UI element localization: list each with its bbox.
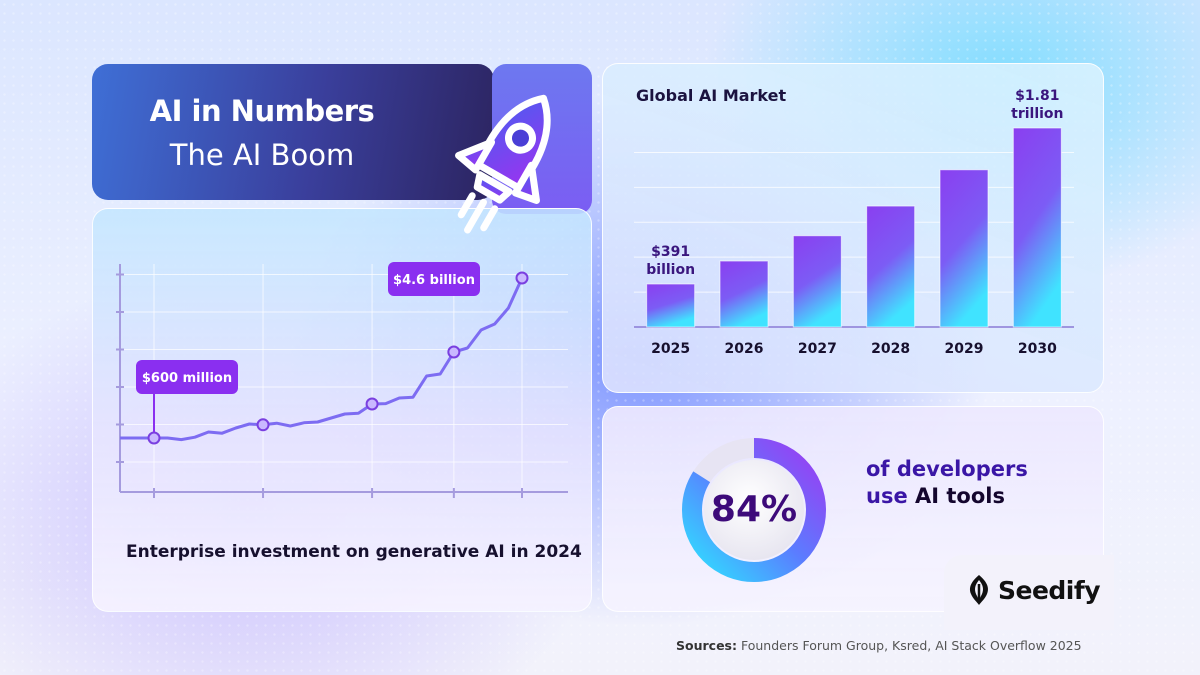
developers-text: of developers use AI tools — [866, 456, 1028, 510]
developers-line-2: use AI tools — [866, 483, 1028, 510]
investment-card — [92, 208, 592, 612]
line-data-label: $600 million — [142, 371, 232, 386]
bar-data-label: billion — [646, 262, 695, 278]
rocket-icon — [455, 94, 551, 234]
percent-ring-arc — [682, 438, 826, 582]
sources-text: Founders Forum Group, Ksred, AI Stack Ov… — [736, 638, 1082, 653]
sources-footnote: Sources: Founders Forum Group, Ksred, AI… — [676, 638, 1082, 653]
seedify-leaf-icon — [969, 575, 989, 605]
bar-data-label: trillion — [1011, 106, 1063, 122]
developers-line-1: of developers — [866, 457, 1028, 481]
caption-text-2: in — [504, 542, 535, 562]
market-bar-chart: 2025 2026 2027 2028 2029 2030 $391 billion $1.81… — [634, 88, 1074, 357]
line-point — [365, 397, 379, 411]
bar-2030 — [1012, 127, 1062, 328]
bar-2027 — [792, 235, 842, 328]
percent-value: 84% — [710, 489, 798, 530]
bar-tick-label: 2030 — [1018, 341, 1057, 357]
bar-data-label: $391 — [651, 244, 690, 260]
percent-ring-graphic — [682, 438, 826, 582]
brand-logo: Seedify — [966, 574, 1101, 606]
bar-2025 — [646, 283, 696, 328]
brand-name: Seedify — [998, 575, 1101, 605]
line-point — [256, 418, 270, 432]
sources-label: Sources: — [676, 638, 737, 653]
caption-ai: AI — [485, 542, 505, 562]
bar-tick-label: 2025 — [651, 341, 690, 357]
caption-text-1: Enterprise investment on generative — [126, 542, 486, 562]
investment-caption: Enterprise investment on generative AI i… — [126, 542, 582, 562]
investment-line — [120, 277, 524, 442]
line-point — [515, 271, 529, 285]
line-point — [447, 345, 461, 359]
bar-tick-label: 2027 — [798, 341, 837, 357]
page-title: AI in Numbers — [149, 94, 375, 128]
bar-2026 — [719, 260, 769, 328]
line-data-label: $4.6 billion — [393, 273, 475, 288]
line-data-label-box — [388, 262, 480, 296]
bar-2028 — [866, 205, 916, 328]
bar-tick-label: 2028 — [871, 341, 910, 357]
bar-tick-label: 2026 — [725, 341, 764, 357]
caption-year: 2024 — [534, 542, 582, 562]
bar-data-label: $1.81 — [1015, 88, 1059, 104]
developers-line-2-prefix: use — [866, 484, 916, 508]
title-card: AI in Numbers The AI Boom — [92, 64, 494, 200]
line-data-label-box — [136, 360, 238, 394]
percent-ring: 84% — [682, 438, 826, 582]
page-subtitle: The AI Boom — [169, 138, 355, 172]
market-chart-title: Global AI Market — [636, 86, 787, 105]
investment-line-chart: $600 million $4.6 billion — [116, 262, 568, 498]
developers-line-2-emphasis: AI tools — [915, 484, 1005, 508]
bar-2029 — [939, 169, 989, 328]
line-point — [147, 431, 161, 445]
bar-tick-label: 2029 — [945, 341, 984, 357]
